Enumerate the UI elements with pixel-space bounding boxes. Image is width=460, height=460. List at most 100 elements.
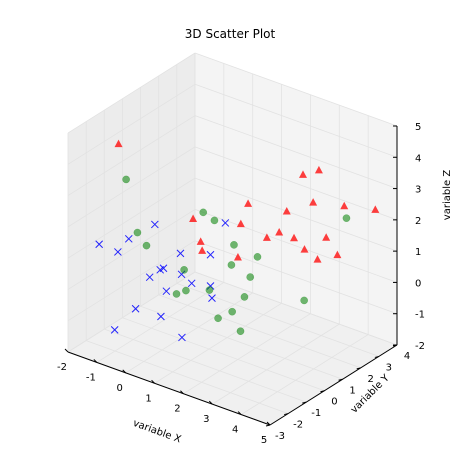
z-tick-label: 0 [415, 278, 421, 289]
grid-line [86, 340, 289, 414]
point-triangle [290, 233, 299, 242]
point-circle [236, 327, 245, 336]
grid-line [67, 52, 196, 134]
chart-title: 3D Scatter Plot [185, 27, 276, 41]
point-triangle [244, 199, 253, 207]
grid-line [67, 83, 196, 165]
grid-line [194, 115, 398, 189]
tick-labels: -2 -1 0 1 2 3 4 5 -3 -2 -1 0 1 2 3 4 -2 -1 0 1 2 3 4 5 [57, 122, 425, 446]
point-x-stroke [114, 248, 122, 256]
point-x-stroke [178, 333, 186, 342]
point-circle [180, 265, 188, 274]
grid-line [104, 328, 307, 403]
y-tick [356, 367, 361, 370]
point-x-marker [159, 264, 168, 273]
grid-line [158, 294, 361, 369]
point-x-stroke [157, 312, 165, 321]
point-circle [214, 314, 222, 323]
x-tick [180, 390, 184, 395]
point-triangle [371, 205, 380, 213]
z-tick-label: 4 [415, 153, 421, 164]
tick-marks [64, 125, 398, 427]
grid-line [96, 282, 225, 363]
point-x-stroke [187, 279, 196, 288]
x-tick-label: 4 [232, 425, 238, 436]
point-circle [122, 175, 130, 184]
x-tick [151, 379, 155, 384]
y-tick [302, 401, 307, 404]
grid-line [122, 317, 325, 392]
grid-line [212, 323, 340, 405]
z-tick-label: -2 [415, 341, 425, 352]
x-tick [122, 369, 127, 374]
point-x-marker [95, 240, 104, 249]
y-tick-label: 2 [368, 374, 374, 385]
x-tick-label: -2 [57, 362, 67, 373]
grid-line [140, 305, 343, 380]
x-tick [64, 348, 69, 353]
point-circle [246, 273, 255, 281]
grid-line [67, 240, 196, 322]
point-triangle [340, 201, 349, 210]
grid-line [240, 334, 369, 415]
floor-pane [68, 272, 397, 425]
point-x-stroke [131, 304, 140, 313]
point-x-stroke [162, 287, 171, 296]
point-triangle [314, 165, 323, 174]
point-x-stroke [124, 234, 133, 243]
point-triangle [189, 214, 198, 223]
grid-line [67, 271, 196, 353]
point-x-marker [187, 279, 196, 288]
point-x-stroke [206, 250, 215, 259]
point-x-stroke [150, 220, 159, 229]
back-pane [195, 53, 397, 345]
point-triangle [282, 207, 291, 215]
point-circle [205, 286, 214, 294]
point-x-stroke [221, 219, 230, 227]
x-axis-line [67, 351, 271, 426]
grid-line [194, 83, 398, 158]
x-tick-label: -1 [86, 372, 96, 383]
y-tick [374, 355, 379, 358]
z-tick-label: 3 [415, 185, 421, 196]
grid-line [194, 146, 398, 221]
point-triangle [300, 245, 309, 253]
point-circle [199, 208, 208, 217]
grid-line [194, 271, 398, 346]
y-tick [265, 424, 271, 427]
point-x-marker [150, 220, 159, 229]
point-circle [133, 228, 142, 237]
grid-line [194, 240, 398, 315]
point-circle [142, 241, 151, 250]
y-tick-label: 3 [386, 362, 392, 373]
x-tick [266, 421, 271, 426]
grid-line [194, 52, 398, 127]
x-tick [208, 400, 213, 405]
point-triangle [198, 246, 207, 254]
z-tick-label: 1 [415, 247, 421, 258]
point-x-marker [176, 249, 185, 258]
point-triangle [114, 139, 123, 148]
point-circle [227, 261, 236, 269]
point-triangle [333, 250, 342, 259]
point-x-stroke [110, 325, 119, 334]
y-tick [284, 413, 289, 416]
x-tick-label: 1 [145, 393, 151, 404]
grid-line [125, 292, 253, 374]
point-triangle [309, 198, 318, 206]
x-tick-label: 2 [174, 404, 180, 415]
grid-line [194, 209, 398, 283]
y-tick-label: -1 [311, 408, 321, 419]
point-triangle [313, 255, 322, 263]
point-triangle [236, 219, 245, 228]
y-tick-label: 0 [331, 397, 337, 408]
point-x-marker [162, 287, 171, 296]
point-x-marker [131, 304, 140, 313]
x-tick-label: 0 [117, 383, 123, 394]
point-circle [230, 241, 238, 249]
grid-line [67, 209, 196, 290]
data-points [95, 139, 380, 342]
y-tick [320, 390, 325, 393]
point-x-stroke [176, 249, 185, 258]
